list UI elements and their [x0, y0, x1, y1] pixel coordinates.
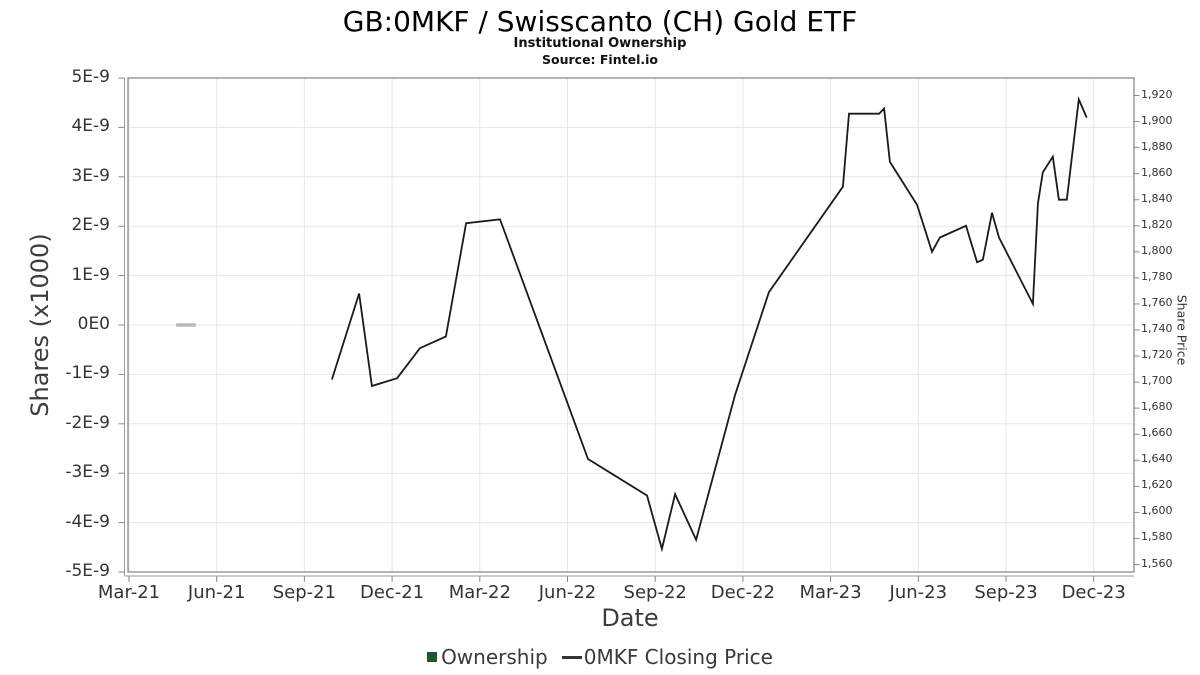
chart-title: GB:0MKF / Swisscanto (CH) Gold ETF — [342, 5, 858, 38]
y-right-tick-label: 1,760 — [1141, 295, 1173, 309]
legend: Ownership 0MKF Closing Price — [0, 645, 1200, 669]
y-left-tick-label: 1E-9 — [71, 264, 110, 285]
y-left-tick-label: -5E-9 — [65, 561, 110, 581]
price-legend-line-icon — [561, 655, 582, 659]
y-right-tick-label: 1,680 — [1141, 400, 1173, 414]
y-right-tick-label: 1,640 — [1141, 452, 1173, 466]
y-right-tick-label: 1,620 — [1141, 478, 1173, 492]
y-right-tick-label: 1,820 — [1141, 217, 1173, 231]
x-tick-label: Mar-23 — [799, 582, 862, 603]
x-tick-label: Jun-21 — [187, 582, 246, 603]
x-tick-label: Dec-22 — [710, 582, 776, 603]
x-axis-title: Date — [601, 604, 659, 632]
x-tick-label: Sep-21 — [272, 582, 337, 603]
y-right-tick-label: 1,920 — [1141, 87, 1173, 101]
y-right-tick-label: 1,600 — [1141, 504, 1173, 518]
y-left-tick-label: -4E-9 — [65, 511, 110, 532]
x-tick-label: Dec-23 — [1061, 582, 1126, 603]
y-right-tick-label: 1,780 — [1141, 269, 1173, 283]
x-tick-label: Dec-21 — [359, 582, 425, 603]
y-left-tick-label: -1E-9 — [65, 363, 110, 384]
ownership-legend-swatch-icon — [427, 652, 438, 662]
y-right-tick-label: 1,720 — [1141, 348, 1173, 362]
y-left-tick-label: 4E-9 — [71, 116, 110, 137]
y-right-tick-label: 1,580 — [1141, 530, 1173, 544]
y-left-tick-label: 5E-9 — [71, 67, 110, 87]
y-left-tick-label: 2E-9 — [71, 215, 110, 236]
y-right-tick-label: 1,560 — [1141, 556, 1173, 570]
x-tick-label: Sep-23 — [974, 582, 1038, 603]
y-right-tick-label: 1,900 — [1141, 113, 1173, 127]
chart-source: Source: Fintel.io — [542, 52, 658, 67]
y-right-tick-label: 1,700 — [1141, 374, 1173, 388]
y-right-tick-label: 1,740 — [1141, 322, 1173, 335]
y-left-tick-label: 3E-9 — [71, 165, 110, 186]
x-tick-label: Mar-21 — [97, 582, 161, 603]
y-left-tick-label: -3E-9 — [65, 462, 110, 483]
ownership-legend-label: Ownership — [441, 645, 548, 669]
y-right-tick-label: 1,660 — [1141, 426, 1173, 440]
y-left-tick-label: -2E-9 — [65, 412, 110, 433]
x-tick-label: Mar-22 — [448, 582, 511, 603]
y-right-tick-label: 1,880 — [1141, 139, 1173, 153]
y-right-tick-label: 1,860 — [1141, 165, 1173, 179]
chart-subtitle: Institutional Ownership — [513, 36, 687, 51]
x-tick-label: Jun-23 — [889, 582, 948, 603]
y-right-tick-label: 1,840 — [1141, 191, 1173, 205]
price-legend-label: 0MKF Closing Price — [583, 645, 773, 669]
y-right-tick-label: 1,800 — [1141, 243, 1173, 257]
x-tick-label: Jun-22 — [538, 582, 597, 603]
y-left-tick-label: 0E0 — [77, 314, 110, 334]
x-tick-label: Sep-22 — [623, 582, 687, 603]
